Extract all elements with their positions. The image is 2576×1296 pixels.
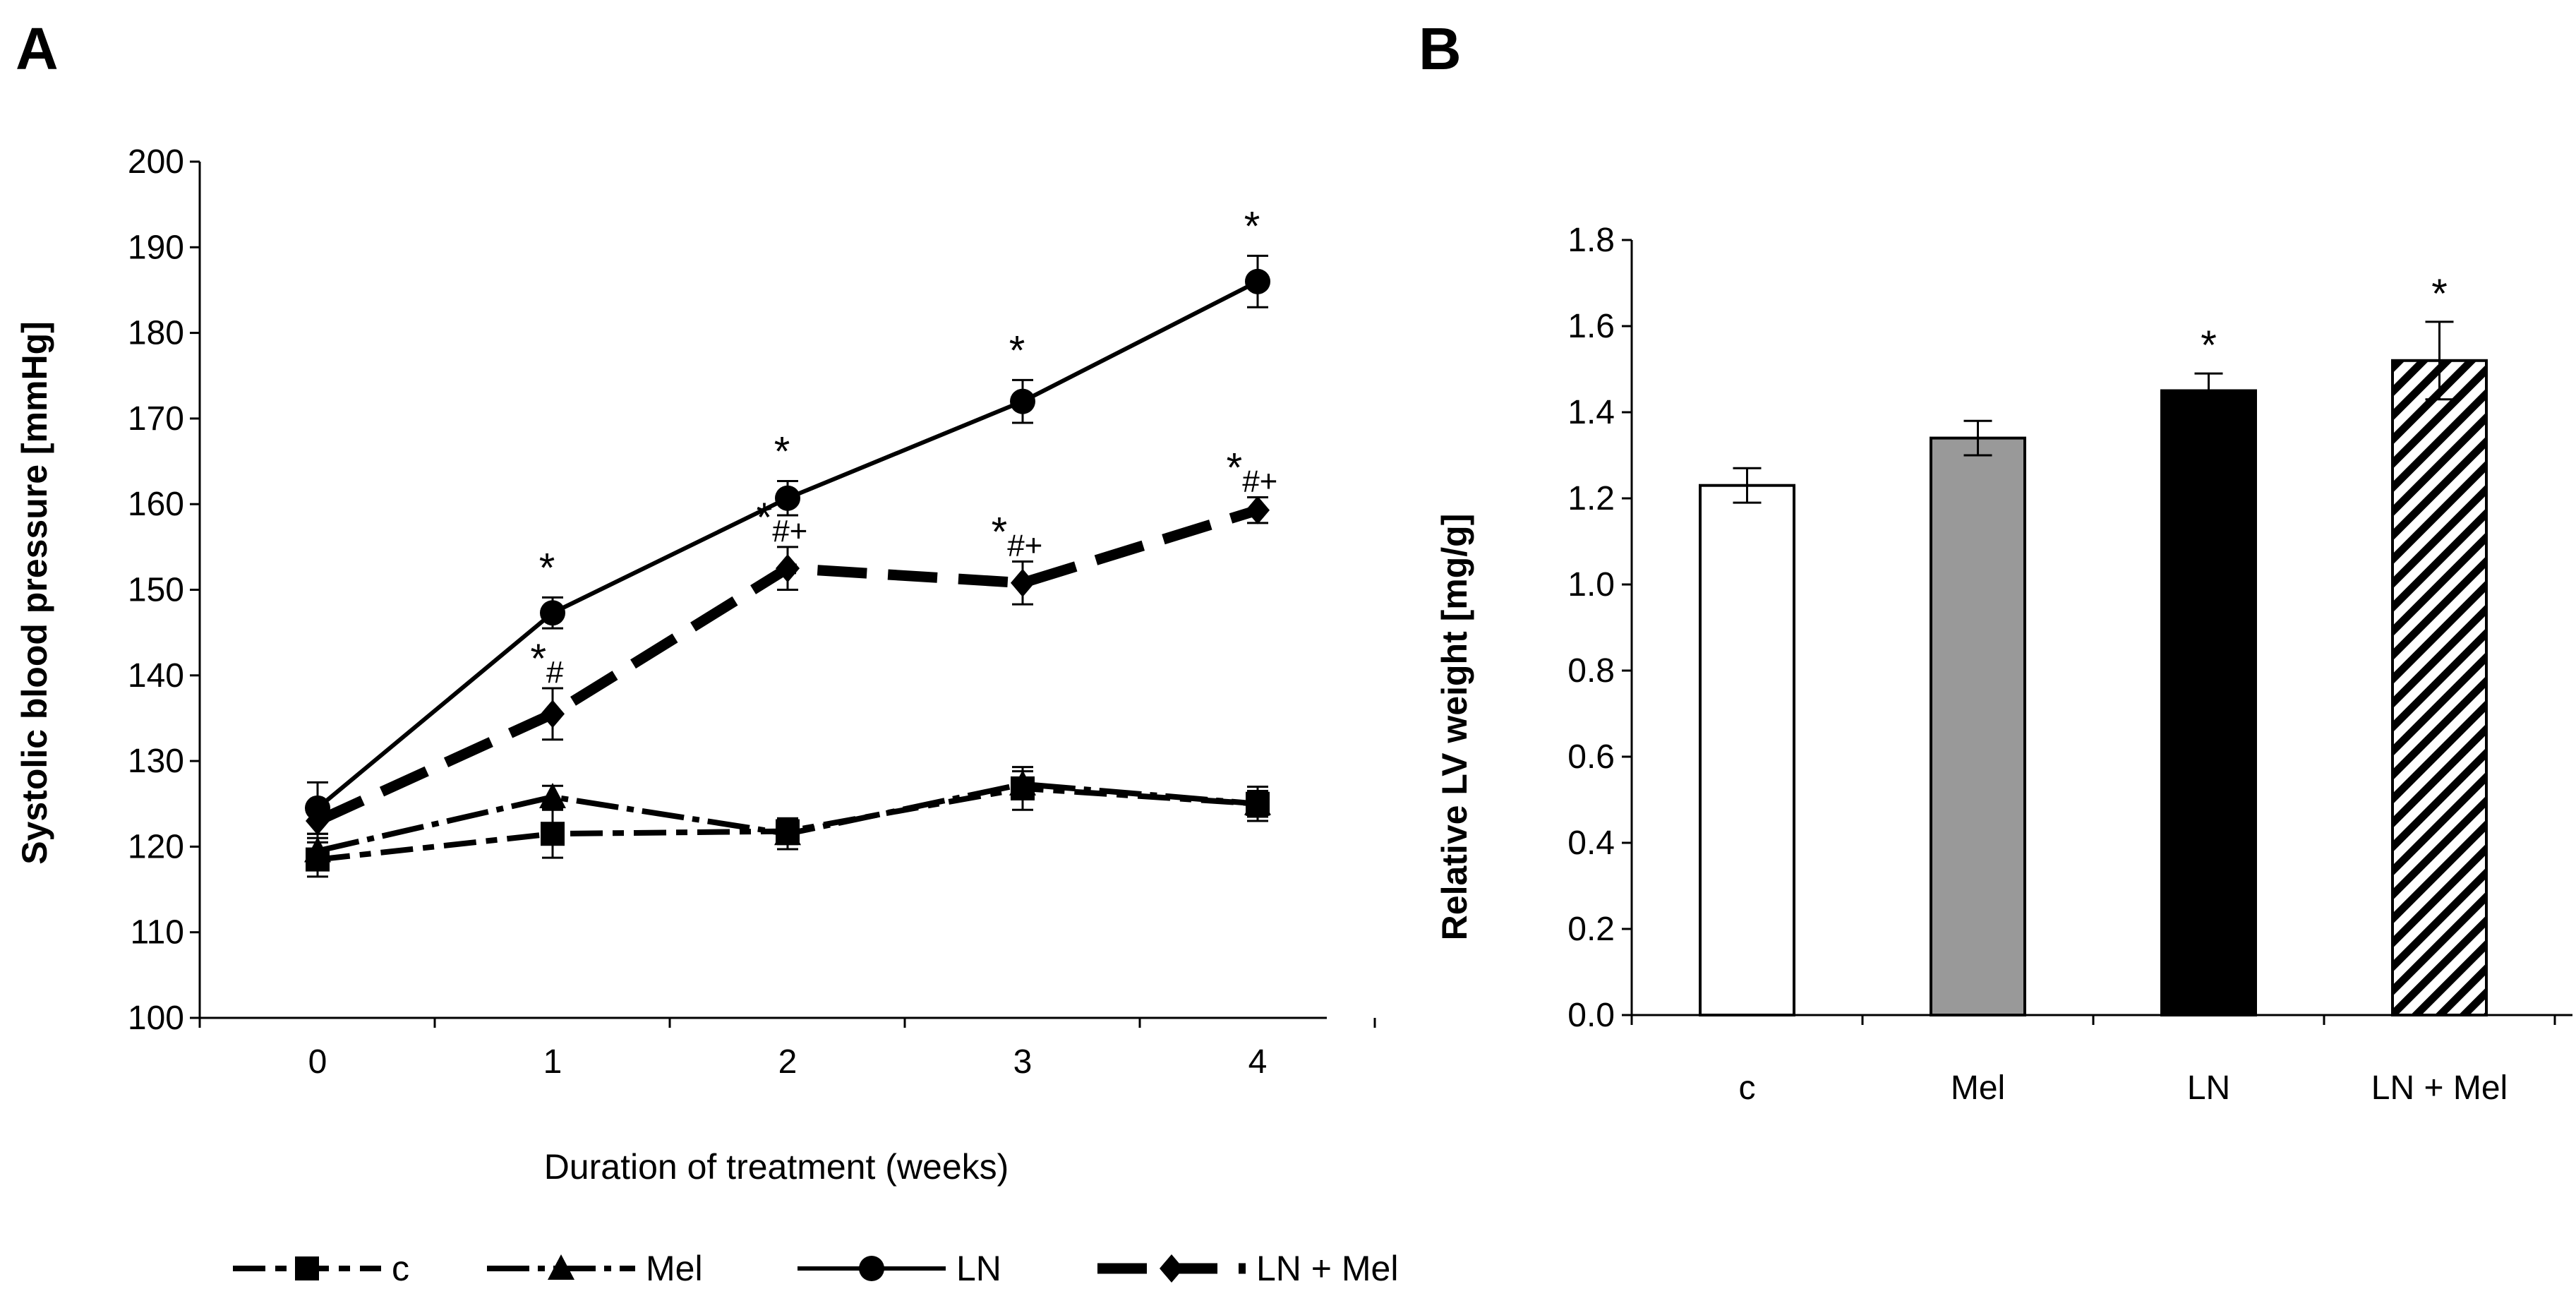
b-significance-labels: ** [2201, 271, 2448, 368]
b-y-tick-label: 0.4 [1567, 824, 1615, 862]
a-marker-diamond [306, 807, 330, 836]
bar-3 [2391, 359, 2488, 1016]
bar-0 [1699, 484, 1795, 1016]
line-chart-blood-pressure: 100 110 120 130 140 150 160 170 180 190 200 0 1 2 3 4 *… [15, 143, 1398, 1288]
a-significance-label: * [1009, 328, 1025, 373]
a-marker-triangle [304, 836, 331, 863]
a-significance-label: *#+ [757, 495, 808, 548]
a-significance-label: *# [530, 636, 564, 690]
a-y-axis-title: Systolic blood pressure [mmHg] [15, 321, 54, 865]
a-x-tick-label: 0 [308, 1043, 327, 1081]
a-y-tick-label: 190 [128, 229, 184, 266]
a-marker-triangle [1244, 789, 1271, 815]
a-x-tick-label: 1 [543, 1043, 562, 1081]
a-significance-label: * [539, 545, 555, 591]
a-x-tick-label: 4 [1248, 1043, 1268, 1081]
b-y-tick-label: 1.8 [1567, 222, 1615, 259]
b-x-tick-label: Mel [1951, 1069, 2005, 1107]
a-marker-triangle [1009, 769, 1036, 796]
b-y-tick-label: 0.6 [1567, 738, 1615, 776]
legend-label: LN [956, 1249, 1001, 1288]
a-marker-circle [1010, 388, 1035, 414]
a-marker-diamond [541, 700, 565, 728]
a-significance-label: * [774, 428, 790, 474]
a-legend: c Mel LN LN + Mel [233, 1249, 1398, 1288]
a-marker-triangle [774, 820, 801, 846]
bar-chart-lv-weight: 0.0 0.2 0.4 0.6 0.8 1.0 1.2 1.4 1.6 1.8 c Mel LN LN +… [1435, 222, 2572, 1107]
b-x-tick-label: c [1739, 1069, 1756, 1107]
legend-label: c [392, 1249, 409, 1288]
b-y-tick-label: 0.0 [1567, 997, 1615, 1034]
legend-marker-square [295, 1256, 319, 1280]
a-marker-diamond [776, 554, 800, 583]
b-x-tick-label: LN + Mel [2371, 1069, 2508, 1107]
b-y-tick-label: 1.4 [1567, 394, 1615, 431]
b-x-tick-label: LN [2187, 1069, 2230, 1107]
a-y-tick-label: 170 [128, 400, 184, 438]
a-marker-circle [775, 485, 800, 511]
b-y-tick-label: 1.6 [1567, 308, 1615, 345]
a-y-tick-label: 160 [128, 486, 184, 523]
a-y-tick-label: 110 [130, 914, 184, 952]
a-marker-triangle [539, 783, 566, 809]
a-significance-label: *#+ [992, 509, 1043, 563]
a-y-tick-label: 200 [128, 143, 184, 181]
bar-2 [2160, 389, 2257, 1016]
a-marker-diamond [1011, 568, 1035, 597]
a-y-tick-label: 100 [128, 1000, 184, 1037]
b-y-tick-label: 0.2 [1567, 911, 1615, 948]
legend-marker-diamond [1160, 1254, 1184, 1283]
a-markers [304, 268, 1271, 872]
a-y-tick-label: 140 [128, 657, 184, 695]
a-y-tick-label: 150 [128, 572, 184, 609]
b-y-tick-label: 0.8 [1567, 652, 1615, 690]
legend-label: Mel [646, 1249, 703, 1288]
legend-label: LN + Mel [1256, 1249, 1398, 1288]
b-y-tick-label: 1.2 [1567, 480, 1615, 517]
b-significance-label: * [2431, 271, 2448, 317]
b-axes: 0.0 0.2 0.4 0.6 0.8 1.0 1.2 1.4 1.6 1.8 c Mel LN LN +… [1567, 222, 2572, 1107]
a-significance-label: * [1244, 203, 1260, 249]
a-marker-square [541, 822, 565, 846]
a-marker-circle [540, 600, 565, 626]
a-x-axis-title: Duration of treatment (weeks) [544, 1147, 1009, 1187]
panel-b-letter: B [1419, 16, 1462, 82]
b-y-tick-label: 1.0 [1567, 566, 1615, 604]
b-significance-label: * [2201, 323, 2217, 368]
a-significance-labels: * * * * *# *#+ *#+ *#+ [530, 203, 1277, 690]
a-x-tick-label: 2 [778, 1043, 798, 1081]
a-y-tick-label: 120 [128, 828, 184, 865]
b-bars [1699, 359, 2488, 1016]
b-y-axis-title: Relative LV weight [mg/g] [1435, 514, 1474, 941]
a-y-tick-label: 130 [128, 743, 184, 780]
panel-a-letter: A [16, 16, 59, 82]
a-axes: 100 110 120 130 140 150 160 170 180 190 200 0 1 2 3 4 [128, 143, 1376, 1081]
bar-1 [1930, 436, 2026, 1016]
legend-marker-circle [859, 1256, 884, 1281]
b-error-bars [1733, 320, 2454, 504]
legend-marker-triangle [548, 1254, 574, 1280]
a-x-tick-label: 3 [1013, 1043, 1033, 1081]
a-marker-circle [1245, 268, 1270, 294]
a-y-tick-label: 180 [128, 315, 184, 352]
a-significance-label: *#+ [1227, 445, 1278, 498]
a-marker-diamond [1246, 496, 1270, 524]
